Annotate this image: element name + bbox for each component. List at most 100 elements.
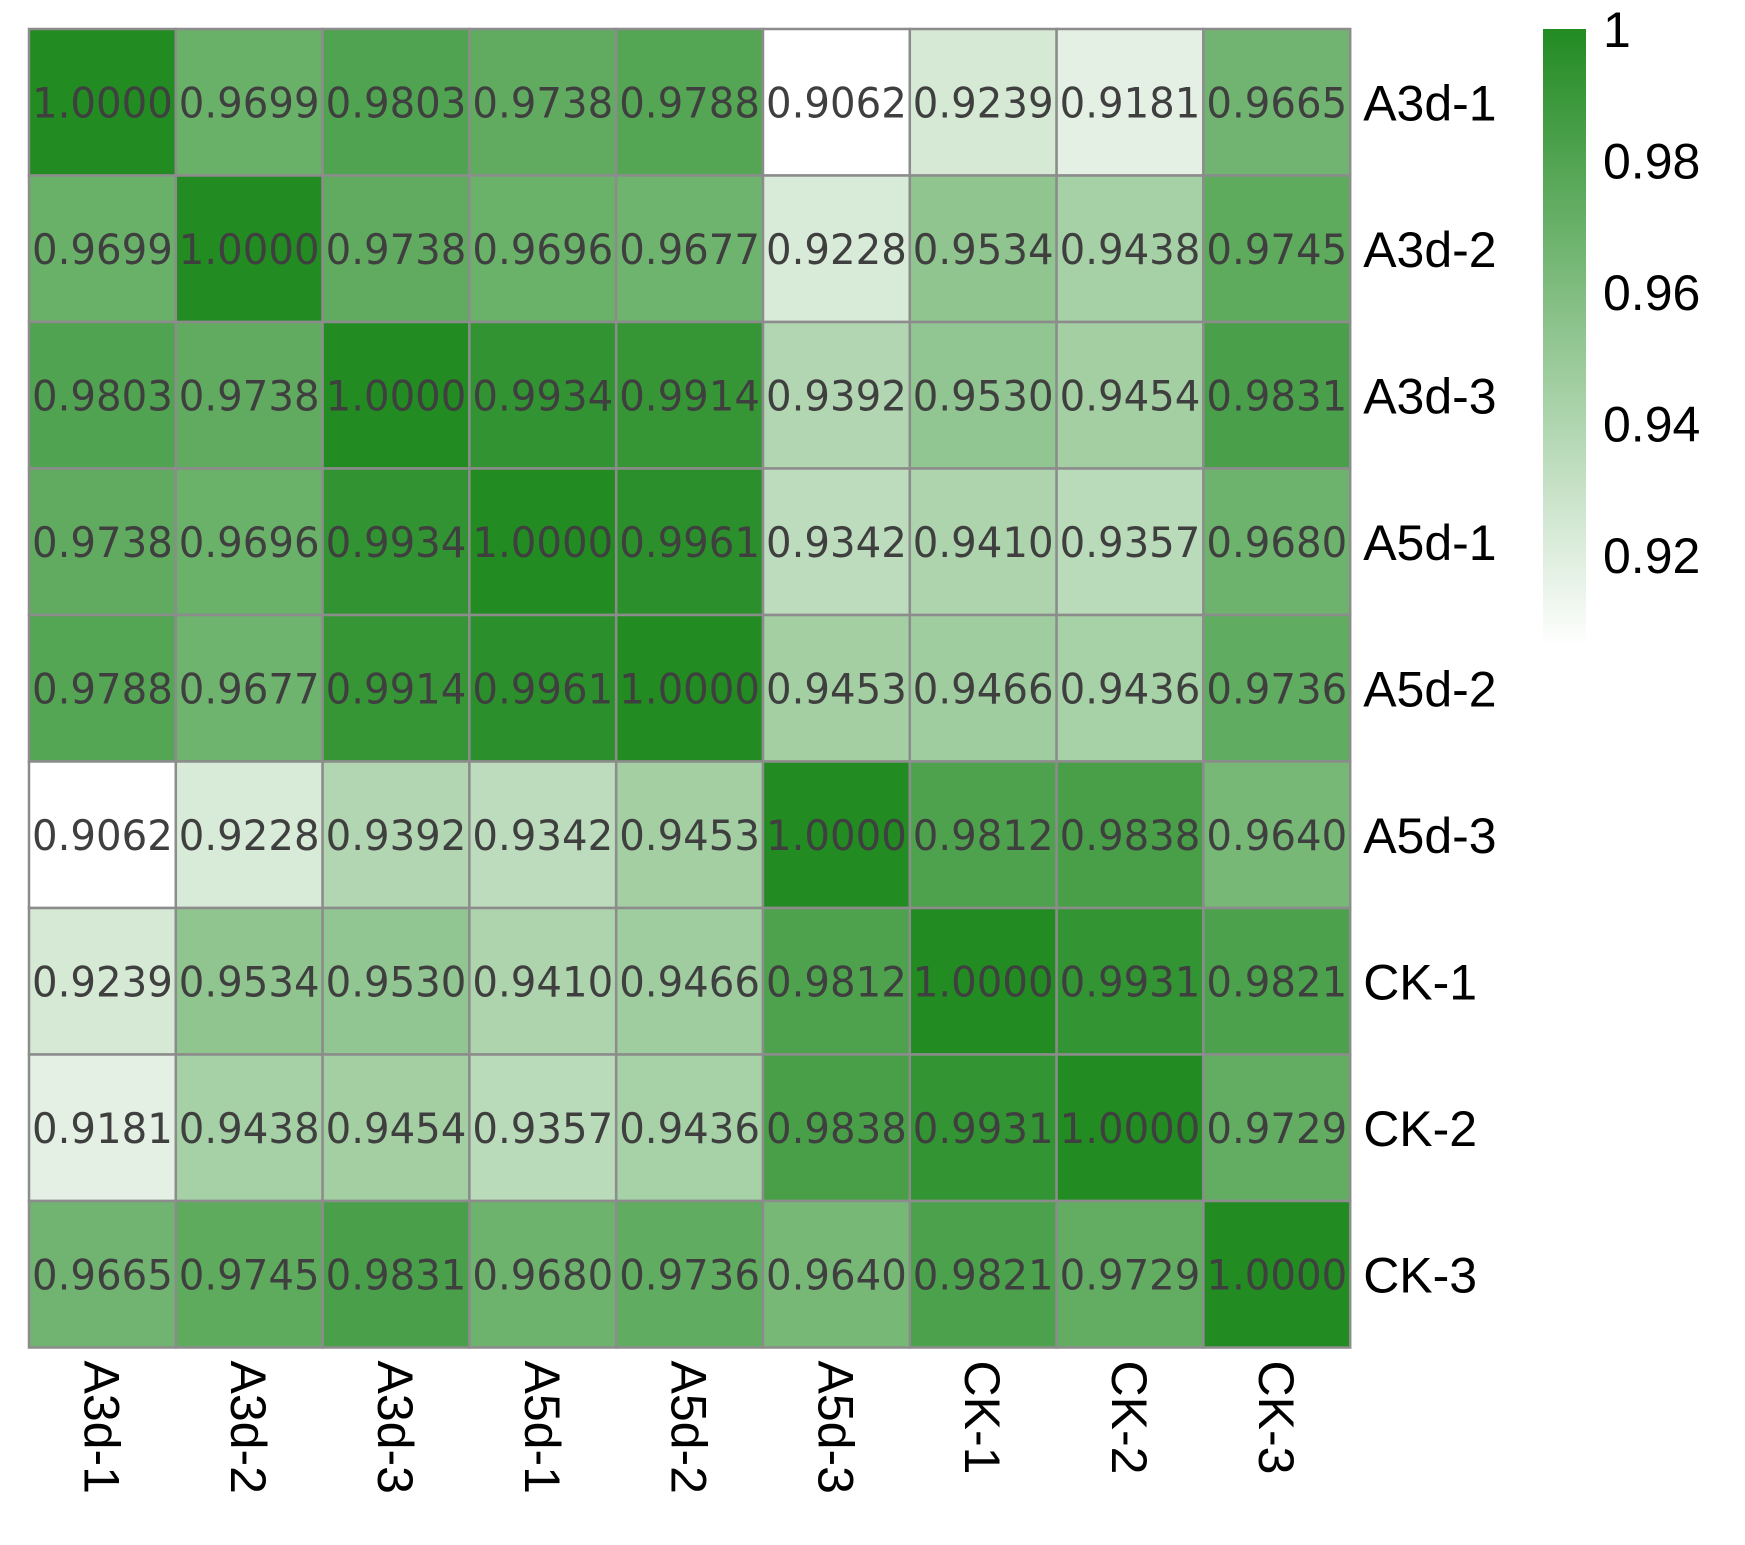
cell-value-label: 0.9228 — [179, 811, 320, 860]
heatmap-cell — [908, 906, 1058, 1056]
cell-value-label: 0.9961 — [619, 518, 760, 567]
heatmap-cell — [614, 906, 765, 1056]
cell-value-label: 1.0000 — [619, 664, 760, 713]
cell-value-label: 0.9838 — [1060, 811, 1201, 860]
cell-value-label: 0.9677 — [619, 225, 760, 274]
cell-value-label: 0.9357 — [1060, 518, 1201, 567]
heatmap-cell — [321, 613, 471, 763]
heatmap-cell — [321, 174, 471, 324]
cell-value-label: 0.9239 — [32, 957, 173, 1006]
cell-value-label: 0.9745 — [1206, 225, 1347, 274]
cell-value-label: 0.9466 — [619, 957, 760, 1006]
heatmap-cell — [468, 320, 618, 470]
legend-tick-label: 0.92 — [1603, 528, 1700, 584]
cell-value-label: 0.9438 — [179, 1104, 320, 1153]
heatmap-cell — [1202, 1199, 1352, 1349]
cell-value-label: 0.9640 — [1206, 811, 1347, 860]
cell-value-label: 0.9729 — [1060, 1250, 1201, 1299]
cell-value-label: 1.0000 — [472, 518, 613, 567]
heatmap-cell — [761, 27, 912, 177]
heatmap-cell — [27, 1199, 178, 1349]
heatmap-cell — [1202, 1053, 1352, 1203]
heatmap-cell — [321, 320, 471, 470]
heatmap-cell — [27, 27, 178, 177]
cell-value-label: 0.9738 — [326, 225, 467, 274]
cell-value-label: 0.9342 — [472, 811, 613, 860]
heatmap-cell — [1202, 320, 1352, 470]
heatmap-cell — [174, 1199, 324, 1349]
cell-value-label: 0.9454 — [326, 1104, 467, 1153]
cell-value-label: 0.9729 — [1206, 1104, 1347, 1153]
cell-value-label: 0.9738 — [472, 78, 613, 127]
heatmap-cell — [614, 320, 765, 470]
cell-value-label: 0.9812 — [913, 811, 1054, 860]
cell-value-label: 0.9821 — [913, 1250, 1054, 1299]
cell-value-label: 0.9392 — [326, 811, 467, 860]
heatmap-cell — [908, 613, 1058, 763]
cell-value-label: 0.9934 — [326, 518, 467, 567]
cell-value-label: 0.9831 — [326, 1250, 467, 1299]
legend-tick-label: 0.98 — [1603, 134, 1700, 190]
heatmap-cell — [321, 1199, 471, 1349]
heatmap-cell — [27, 467, 178, 617]
heatmap-cell — [321, 1053, 471, 1203]
cell-value-label: 0.9736 — [1206, 664, 1347, 713]
heatmap-cell — [174, 760, 324, 910]
cell-value-label: 0.9738 — [179, 371, 320, 420]
cell-value-label: 0.9530 — [913, 371, 1054, 420]
cell-value-label: 0.9934 — [472, 371, 613, 420]
cell-value-label: 0.9736 — [619, 1250, 760, 1299]
cell-value-label: 0.9696 — [179, 518, 320, 567]
cell-value-label: 1.0000 — [766, 811, 907, 860]
heatmap-cell — [761, 760, 912, 910]
cell-value-label: 0.9392 — [766, 371, 907, 420]
row-label: A5d-3 — [1363, 808, 1496, 864]
row-label: A5d-2 — [1363, 661, 1496, 717]
cell-value-label: 0.9821 — [1206, 957, 1347, 1006]
cell-value-label: 0.9530 — [326, 957, 467, 1006]
cell-value-label: 0.9453 — [766, 664, 907, 713]
column-label: A5d-3 — [807, 1361, 863, 1494]
cell-value-label: 0.9696 — [472, 225, 613, 274]
heatmap-cell — [468, 467, 618, 617]
cell-value-label: 0.9745 — [179, 1250, 320, 1299]
heatmap-cell — [614, 174, 765, 324]
heatmap-cell — [1202, 613, 1352, 763]
cell-value-label: 0.9914 — [619, 371, 760, 420]
heatmap-cell — [1055, 27, 1205, 177]
heatmap-cell — [761, 613, 912, 763]
legend-tick-label: 1 — [1603, 2, 1631, 58]
cell-value-label: 0.9436 — [619, 1104, 760, 1153]
heatmap-cell — [174, 467, 324, 617]
row-label: A3d-1 — [1363, 75, 1496, 131]
heatmap-cell — [174, 906, 324, 1056]
heatmap-cell — [908, 1053, 1058, 1203]
cell-value-label: 0.9831 — [1206, 371, 1347, 420]
cell-value-label: 0.9181 — [1060, 78, 1201, 127]
heatmap-cell — [1202, 760, 1352, 910]
cell-value-label: 0.9342 — [766, 518, 907, 567]
heatmap-cell — [614, 1053, 765, 1203]
row-label: A5d-1 — [1363, 515, 1496, 571]
cell-value-label: 0.9677 — [179, 664, 320, 713]
cell-value-label: 0.9665 — [1206, 78, 1347, 127]
cell-value-label: 0.9534 — [913, 225, 1054, 274]
cell-value-label: 0.9357 — [472, 1104, 613, 1153]
cell-value-label: 0.9453 — [619, 811, 760, 860]
heatmap-cell — [174, 320, 324, 470]
color-legend-bar — [1543, 29, 1586, 646]
heatmap-cell — [174, 27, 324, 177]
cell-value-label: 0.9931 — [913, 1104, 1054, 1153]
heatmap-cell — [321, 27, 471, 177]
heatmap-cell — [27, 613, 178, 763]
cell-value-label: 0.9931 — [1060, 957, 1201, 1006]
row-label: A3d-2 — [1363, 222, 1496, 278]
cell-value-label: 1.0000 — [1206, 1250, 1347, 1299]
column-label: A5d-2 — [661, 1361, 717, 1494]
cell-value-label: 0.9788 — [619, 78, 760, 127]
row-label: A3d-3 — [1363, 368, 1496, 424]
heatmap-cell — [1055, 174, 1205, 324]
cell-value-label: 0.9914 — [326, 664, 467, 713]
heatmap-cell — [908, 1199, 1058, 1349]
